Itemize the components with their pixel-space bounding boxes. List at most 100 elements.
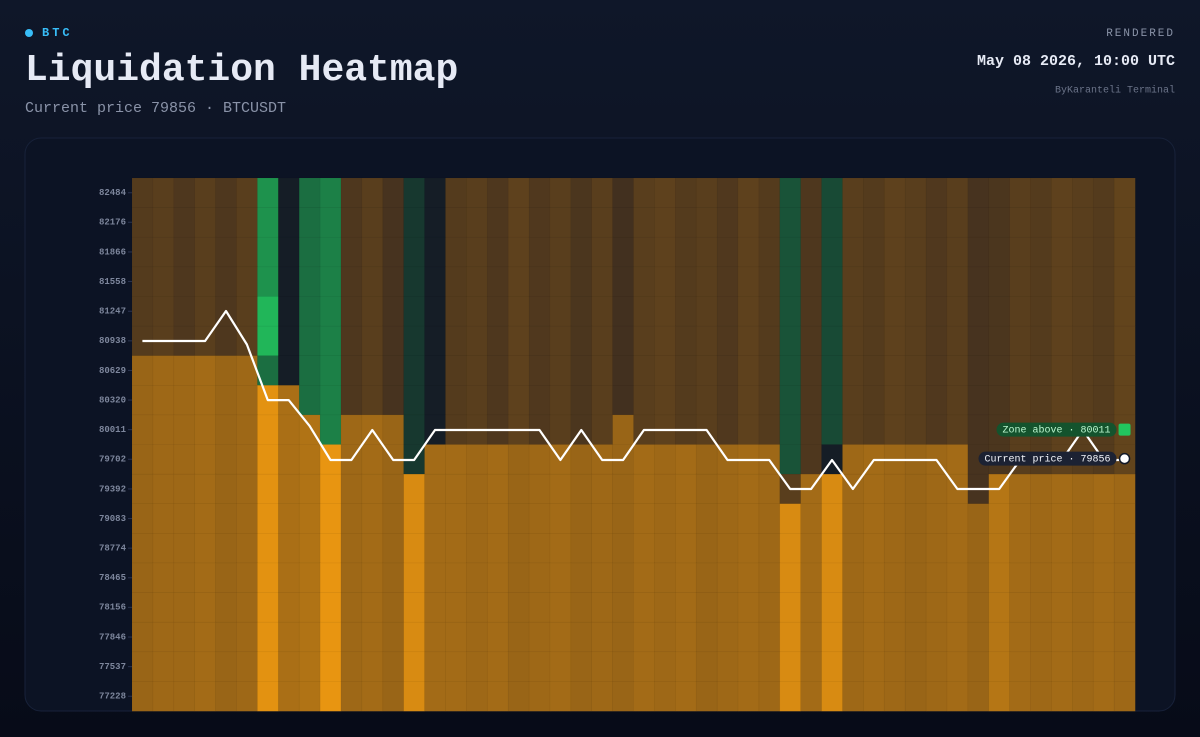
heatmap-cell	[737, 681, 760, 712]
heatmap-cell	[988, 651, 1011, 682]
heatmap-cell	[486, 384, 509, 416]
heatmap-cell	[863, 533, 885, 564]
heatmap-cell	[925, 562, 948, 594]
heatmap-cell	[695, 562, 718, 594]
heatmap-cell	[403, 325, 426, 357]
heatmap-cell	[758, 473, 781, 505]
heatmap-cell	[486, 325, 509, 357]
heatmap-cell	[716, 207, 739, 238]
heatmap-cell	[277, 236, 300, 268]
heatmap-cell	[1113, 651, 1136, 682]
heatmap-cell	[946, 651, 969, 682]
heatmap-cell	[257, 236, 279, 268]
heatmap-cell	[486, 681, 509, 712]
heatmap-cell	[842, 444, 864, 475]
heatmap-cell	[528, 177, 551, 209]
heatmap-cell	[674, 207, 697, 238]
heatmap-cell	[612, 296, 635, 327]
heatmap-cell	[194, 651, 217, 682]
heatmap-cell	[633, 503, 655, 534]
heatmap-cell	[1113, 681, 1136, 712]
heatmap-cell	[236, 414, 258, 446]
heatmap-cell	[779, 266, 802, 298]
heatmap-cell	[236, 533, 258, 564]
heatmap-cell	[821, 355, 844, 386]
heatmap-cell	[1072, 236, 1094, 268]
heatmap-cell	[152, 384, 175, 416]
heatmap-cell	[863, 562, 885, 594]
heatmap-cell	[131, 177, 154, 209]
heatmap-cell	[319, 296, 342, 327]
title: Liquidation Heatmap	[25, 49, 458, 92]
heatmap-cell	[716, 355, 739, 386]
heatmap-cell	[319, 236, 342, 268]
heatmap-cell	[695, 207, 718, 238]
heatmap-cell	[674, 177, 697, 209]
heatmap-cell	[403, 236, 426, 268]
heatmap-cell	[403, 266, 426, 298]
heatmap-cell	[633, 236, 655, 268]
heatmap-cell	[758, 236, 781, 268]
heatmap-cell	[925, 325, 948, 357]
heatmap-cell	[1009, 296, 1032, 327]
heatmap-cell	[340, 325, 363, 357]
heatmap-cell	[277, 592, 300, 623]
heatmap-cell	[340, 384, 363, 416]
heatmap-cell	[633, 266, 655, 298]
heatmap-cell	[173, 266, 196, 298]
heatmap-cell	[758, 266, 781, 298]
heatmap-cell	[215, 444, 238, 475]
heatmap-cell	[1009, 207, 1032, 238]
heatmap-cell	[173, 236, 196, 268]
heatmap-cell	[298, 207, 321, 238]
heatmap-cell	[654, 621, 676, 653]
heatmap-cell	[319, 414, 342, 446]
heatmap-cell	[528, 562, 551, 594]
heatmap-cell	[1092, 236, 1115, 268]
heatmap-cell	[236, 651, 258, 682]
heatmap-cell	[382, 355, 405, 386]
heatmap-cell	[152, 266, 175, 298]
heatmap-cell	[382, 325, 405, 357]
status: RENDERED	[1106, 28, 1175, 40]
heatmap-cell	[946, 207, 969, 238]
heatmap-cell	[695, 236, 718, 268]
heatmap-cell	[674, 266, 697, 298]
heatmap-cell	[528, 325, 551, 357]
heatmap-cell	[1113, 562, 1136, 594]
heatmap-cell	[131, 533, 154, 564]
heatmap-cell	[612, 681, 635, 712]
heatmap-cell	[967, 592, 990, 623]
heatmap-cell	[445, 236, 467, 268]
heatmap-cell	[1113, 503, 1136, 534]
heatmap-cell	[194, 266, 217, 298]
heatmap-cell	[1009, 266, 1032, 298]
heatmap-cell	[549, 236, 572, 268]
heatmap-cell	[382, 621, 405, 653]
annotation: Zone above · 80011	[996, 422, 1131, 437]
heatmap-cell	[988, 681, 1011, 712]
heatmap-cell	[821, 384, 844, 416]
heatmap-cell	[361, 621, 384, 653]
heatmap-cell	[173, 621, 196, 653]
heatmap-cell	[1092, 681, 1115, 712]
heatmap-cell	[298, 562, 321, 594]
heatmap-cell	[674, 444, 697, 475]
heatmap-cell	[1072, 266, 1094, 298]
heatmap-cell	[361, 562, 384, 594]
heatmap-cell	[904, 207, 927, 238]
heatmap-cell	[716, 325, 739, 357]
heatmap-cell	[800, 444, 823, 475]
heatmap-cell	[967, 177, 990, 209]
heatmap-cell	[361, 355, 384, 386]
heatmap-cell	[779, 592, 802, 623]
heatmap-cell	[466, 207, 488, 238]
heatmap-cell	[1092, 266, 1115, 298]
heatmap-cell	[967, 651, 990, 682]
heatmap-cell	[570, 503, 593, 534]
heatmap-cell	[863, 177, 885, 209]
heatmap-cell	[946, 621, 969, 653]
heatmap-cell	[1092, 651, 1115, 682]
annotation-marker	[1118, 423, 1131, 436]
heatmap-cell	[654, 325, 676, 357]
